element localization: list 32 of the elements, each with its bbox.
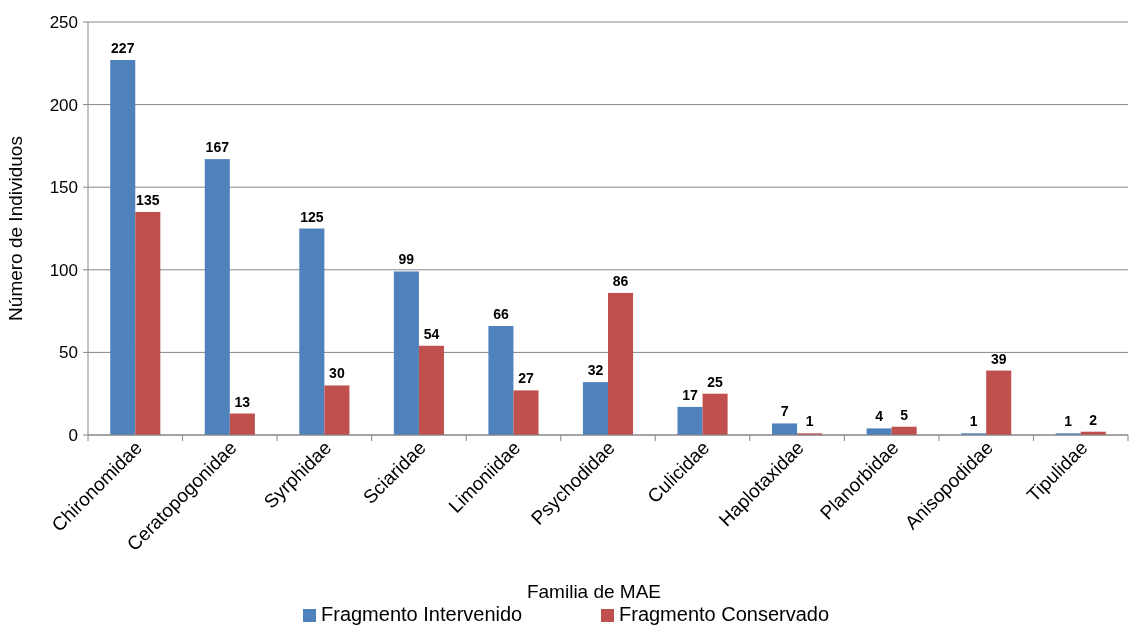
data-label: 5 xyxy=(900,406,909,423)
y-tick-label: 150 xyxy=(49,178,78,198)
data-label: 1 xyxy=(969,413,978,430)
data-label: 4 xyxy=(875,408,884,425)
data-label: 99 xyxy=(398,251,415,268)
y-axis-title: Número de Individuos xyxy=(5,136,26,321)
data-label: 2 xyxy=(1089,411,1098,428)
data-label: 27 xyxy=(518,370,534,387)
data-label: 125 xyxy=(300,208,324,225)
data-label: 7 xyxy=(780,403,789,420)
data-label: 167 xyxy=(205,139,230,156)
data-label: 1 xyxy=(805,413,814,430)
data-label: 13 xyxy=(234,393,251,410)
data-label: 86 xyxy=(612,272,629,289)
y-tick-label: 100 xyxy=(49,260,78,280)
data-label: 30 xyxy=(329,365,345,382)
y-tick-label: 50 xyxy=(59,343,78,363)
data-label: 135 xyxy=(136,191,160,208)
data-label: 227 xyxy=(111,40,135,56)
data-label: 25 xyxy=(707,373,724,390)
y-tick-label: 0 xyxy=(68,425,78,445)
data-label: 17 xyxy=(682,386,699,403)
legend-label: Fragmento Intervenido xyxy=(321,603,523,625)
y-tick-label: 200 xyxy=(49,95,78,115)
data-label: 1 xyxy=(1064,413,1073,430)
legend-label: Fragmento Conservado xyxy=(619,603,830,625)
data-label: 32 xyxy=(587,362,604,379)
data-label: 54 xyxy=(423,325,440,342)
data-label: 66 xyxy=(493,305,509,322)
data-label: 39 xyxy=(990,350,1007,367)
x-axis-title: Familia de MAE xyxy=(526,581,662,602)
y-tick-label: 250 xyxy=(49,12,78,32)
